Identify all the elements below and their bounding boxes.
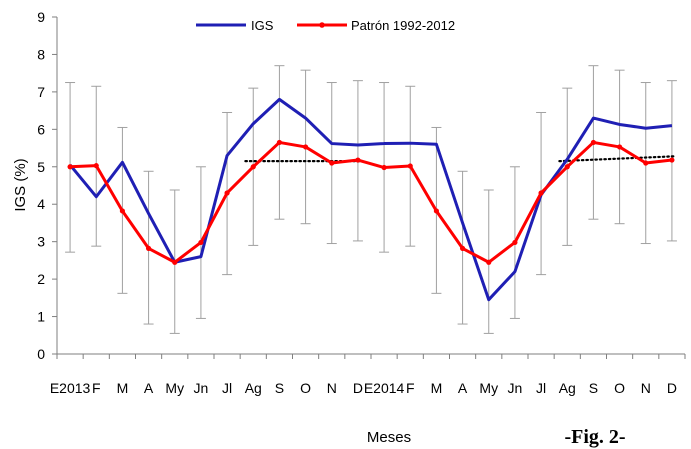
series-line-1 bbox=[70, 140, 673, 264]
series-1-point-0 bbox=[67, 164, 73, 170]
series-1-point-14 bbox=[433, 208, 440, 214]
legend-label-1: Patrón 1992-2012 bbox=[351, 18, 455, 33]
x-tick-label-20: S bbox=[589, 380, 598, 396]
error-bars bbox=[65, 65, 677, 334]
series-1-point-2 bbox=[119, 208, 126, 214]
series-1-point-15 bbox=[459, 245, 466, 252]
x-tick-label-17: Jn bbox=[508, 380, 523, 396]
axes bbox=[52, 16, 686, 359]
y-tick-label-5: 5 bbox=[37, 159, 45, 175]
series-1-point-13 bbox=[407, 163, 413, 169]
x-tick-label-5: Jn bbox=[194, 380, 209, 396]
y-axis-title: IGS (%) bbox=[12, 158, 29, 211]
series-1-point-1 bbox=[93, 163, 99, 169]
series-1-point-18 bbox=[538, 190, 544, 196]
series-1-point-11 bbox=[355, 157, 361, 163]
y-tick-label-2: 2 bbox=[37, 271, 45, 287]
x-tick-label-22: N bbox=[641, 380, 651, 396]
legend-label-0: IGS bbox=[251, 18, 274, 33]
series-1-point-8 bbox=[276, 139, 283, 146]
x-tick-label-13: F bbox=[406, 380, 415, 396]
x-axis-title: Meses bbox=[367, 429, 411, 446]
y-tick-labels: 0 1 2 3 4 5 6 7 8 9 bbox=[37, 9, 45, 362]
x-tick-label-0: E2013 bbox=[50, 380, 91, 396]
x-tick-label-12: E2014 bbox=[364, 380, 405, 396]
x-tick-label-14: M bbox=[431, 380, 443, 396]
y-tick-label-9: 9 bbox=[37, 9, 45, 25]
x-tick-label-2: M bbox=[117, 380, 129, 396]
y-tick-label-7: 7 bbox=[37, 84, 45, 100]
series-1-point-9 bbox=[302, 144, 309, 150]
x-tick-labels: E2013 F M A My Jn Jl Ag S O N D E2014 F M A My Jn Jl Ag S O N D bbox=[50, 380, 677, 396]
series-1-point-12 bbox=[381, 164, 387, 171]
x-tick-label-1: F bbox=[92, 380, 101, 396]
series-1-point-19 bbox=[564, 164, 570, 170]
x-tick-label-7: Ag bbox=[245, 380, 262, 396]
series-1-point-16 bbox=[486, 259, 492, 265]
figure-annotation: -Fig. 2- bbox=[564, 426, 625, 448]
x-tick-label-4: My bbox=[165, 380, 184, 396]
x-tick-label-18: Jl bbox=[536, 380, 546, 396]
x-tick-label-23: D bbox=[667, 380, 677, 396]
legend-marker-1 bbox=[319, 22, 325, 28]
x-tick-label-3: A bbox=[144, 380, 154, 396]
y-tick-label-1: 1 bbox=[37, 309, 45, 325]
x-tick-label-19: Ag bbox=[559, 380, 576, 396]
series-lines bbox=[68, 97, 673, 302]
x-tick-label-15: A bbox=[458, 380, 468, 396]
trendlines bbox=[244, 155, 676, 163]
series-1-point-5 bbox=[198, 239, 204, 246]
series-1-point-3 bbox=[145, 245, 152, 252]
series-markers bbox=[67, 139, 675, 265]
x-tick-label-21: O bbox=[614, 380, 625, 396]
y-tick-label-4: 4 bbox=[37, 196, 45, 212]
x-tick-label-9: O bbox=[300, 380, 311, 396]
series-1-point-17 bbox=[512, 239, 518, 246]
x-tick-label-6: Jl bbox=[222, 380, 232, 396]
y-tick-label-0: 0 bbox=[37, 346, 45, 362]
y-tick-label-8: 8 bbox=[37, 46, 45, 62]
series-1-point-20 bbox=[590, 139, 597, 146]
trendline-1 bbox=[558, 155, 676, 163]
legend: IGS Patrón 1992-2012 bbox=[196, 18, 455, 33]
series-1-point-23 bbox=[669, 157, 675, 163]
y-tick-label-3: 3 bbox=[37, 234, 45, 250]
series-1-point-22 bbox=[643, 160, 649, 166]
x-tick-label-16: My bbox=[479, 380, 498, 396]
series-1-point-10 bbox=[329, 160, 335, 166]
y-tick-label-6: 6 bbox=[37, 121, 45, 137]
series-1-point-4 bbox=[172, 259, 178, 265]
x-tick-label-8: S bbox=[275, 380, 284, 396]
series-line-0 bbox=[68, 97, 673, 302]
series-1-point-6 bbox=[224, 190, 230, 196]
x-tick-label-10: N bbox=[327, 380, 337, 396]
series-1-point-21 bbox=[616, 144, 623, 150]
x-tick-label-11: D bbox=[353, 380, 363, 396]
series-1-point-7 bbox=[250, 164, 256, 170]
